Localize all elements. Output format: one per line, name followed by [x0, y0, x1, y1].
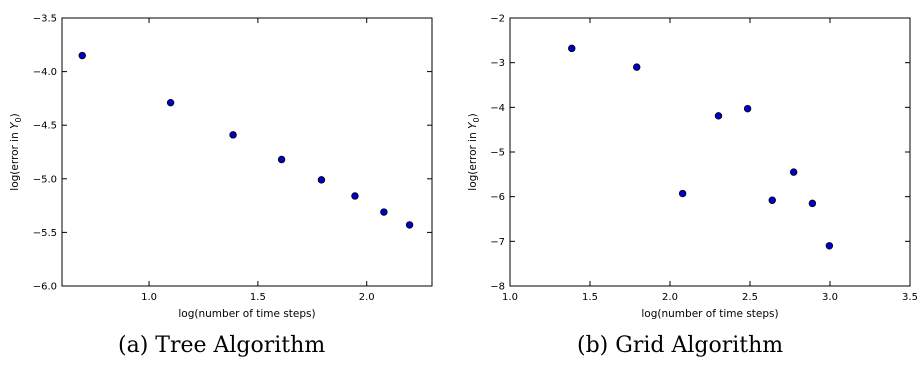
y-tick-label: −4 — [490, 103, 505, 114]
panel-tree-algorithm: 1.0 1.5 2.0 −3.5 −4.0 −4.5 −5.0 −5.5 −6.0 log(num… — [9, 14, 433, 320]
x-tick-label: 2.0 — [359, 292, 375, 303]
grid-data-point — [743, 104, 752, 113]
grid-data-point — [825, 242, 834, 250]
x-tick-label: 2.0 — [662, 292, 678, 303]
panel-grid-algorithm: 1.0 1.5 2.0 2.5 3.0 3.5 −2 −3 −4 −5 −6 −7 −8 log(numb… — [467, 14, 918, 321]
y-tick-label: −7 — [490, 237, 505, 248]
caption-grid-algorithm: (b) Grid Algorithm — [577, 333, 784, 358]
y-tick-label: −5.5 — [33, 228, 57, 239]
y-tick-label: −4.5 — [33, 121, 57, 132]
y-tick-label: −5.0 — [33, 174, 57, 185]
x-tick-label: 2.5 — [742, 292, 758, 303]
tree-data-point — [78, 51, 86, 60]
y-axis-label: log(error in Y0) — [9, 113, 23, 190]
tree-data-point — [317, 176, 326, 184]
tree-data-point — [229, 131, 237, 139]
plot-frame — [61, 17, 433, 287]
y-tick-label: −2 — [490, 14, 505, 25]
x-tick-label: 1.5 — [582, 292, 598, 303]
tree-data-point — [166, 98, 175, 107]
grid-data-point — [633, 63, 641, 71]
tree-data-point — [277, 155, 286, 164]
y-tick-label: −3 — [490, 58, 505, 69]
grid-data-point — [568, 44, 576, 53]
plot-frame — [509, 17, 911, 287]
y-tick-label: −5 — [490, 148, 505, 159]
tree-data-point — [380, 208, 388, 216]
x-axis-label: log(number of time steps) — [641, 308, 778, 320]
x-tick-label: 1.5 — [250, 292, 266, 303]
grid-data-point — [768, 196, 776, 204]
y-axis-label: log(error in Y0) — [467, 113, 481, 190]
grid-data-point — [714, 112, 723, 120]
tree-data-point — [405, 221, 414, 229]
y-tick-label: −8 — [490, 282, 505, 293]
caption-tree-algorithm: (a) Tree Algorithm — [118, 333, 326, 358]
x-tick-label: 1.0 — [141, 292, 157, 303]
grid-data-point — [789, 168, 798, 176]
x-axis-label: log(number of time steps) — [178, 308, 315, 320]
y-tick-label: −4.0 — [33, 67, 57, 78]
y-tick-label: −6 — [490, 192, 505, 203]
x-tick-label: 3.0 — [822, 292, 838, 303]
x-tick-label: 3.5 — [902, 292, 918, 303]
tree-data-point — [351, 192, 359, 200]
y-tick-label: −6.0 — [33, 282, 57, 293]
x-tick-label: 1.0 — [502, 292, 518, 303]
grid-data-point — [808, 199, 817, 208]
grid-data-point — [678, 189, 687, 198]
y-tick-label: −3.5 — [33, 14, 57, 25]
